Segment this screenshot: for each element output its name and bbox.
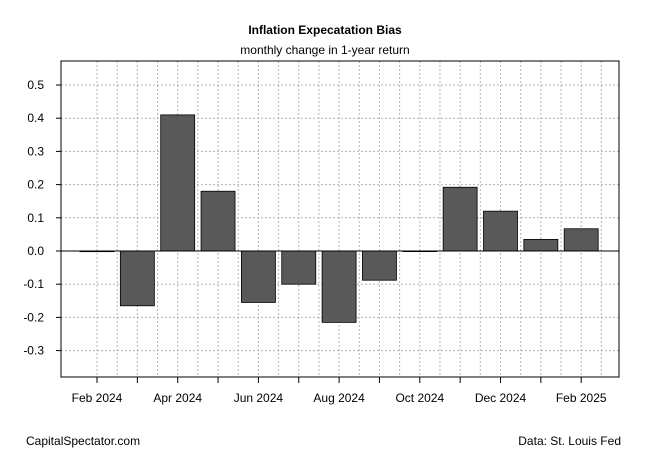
bar — [160, 114, 196, 252]
plot-frame — [60, 60, 620, 378]
bar — [523, 238, 559, 252]
bar — [200, 190, 236, 252]
data-source: Data: St. Louis Fed — [518, 434, 621, 448]
y-tick-label: 0.0 — [27, 244, 44, 258]
x-tick-label: Jun 2024 — [234, 391, 284, 405]
bar — [483, 210, 518, 252]
y-tick-label: 0.4 — [27, 111, 44, 125]
bar — [240, 250, 276, 303]
chart-title: Inflation Expecatation Bias — [248, 23, 402, 37]
chart-subtitle: monthly change in 1-year return — [240, 43, 410, 57]
bar — [563, 228, 599, 252]
x-tick-label: Dec 2024 — [475, 391, 527, 405]
y-tick-label: -0.2 — [23, 310, 44, 324]
source-credit: CapitalSpectator.com — [26, 434, 141, 448]
bar — [321, 250, 357, 323]
bar — [119, 250, 155, 307]
x-tick-label: Aug 2024 — [313, 391, 365, 405]
x-tick-label: Apr 2024 — [153, 391, 202, 405]
y-tick-label: 0.5 — [27, 78, 44, 92]
bar — [281, 250, 317, 285]
y-tick-label: -0.3 — [23, 344, 44, 358]
x-tick-label: Feb 2025 — [556, 391, 607, 405]
x-tick-label: Oct 2024 — [395, 391, 444, 405]
bar — [362, 250, 397, 281]
y-tick-label: 0.2 — [27, 178, 44, 192]
y-tick-label: 0.1 — [27, 211, 44, 225]
bar — [442, 186, 478, 252]
y-tick-label: -0.1 — [23, 277, 44, 291]
x-tick-label: Feb 2024 — [72, 391, 123, 405]
y-tick-label: 0.3 — [27, 144, 44, 158]
